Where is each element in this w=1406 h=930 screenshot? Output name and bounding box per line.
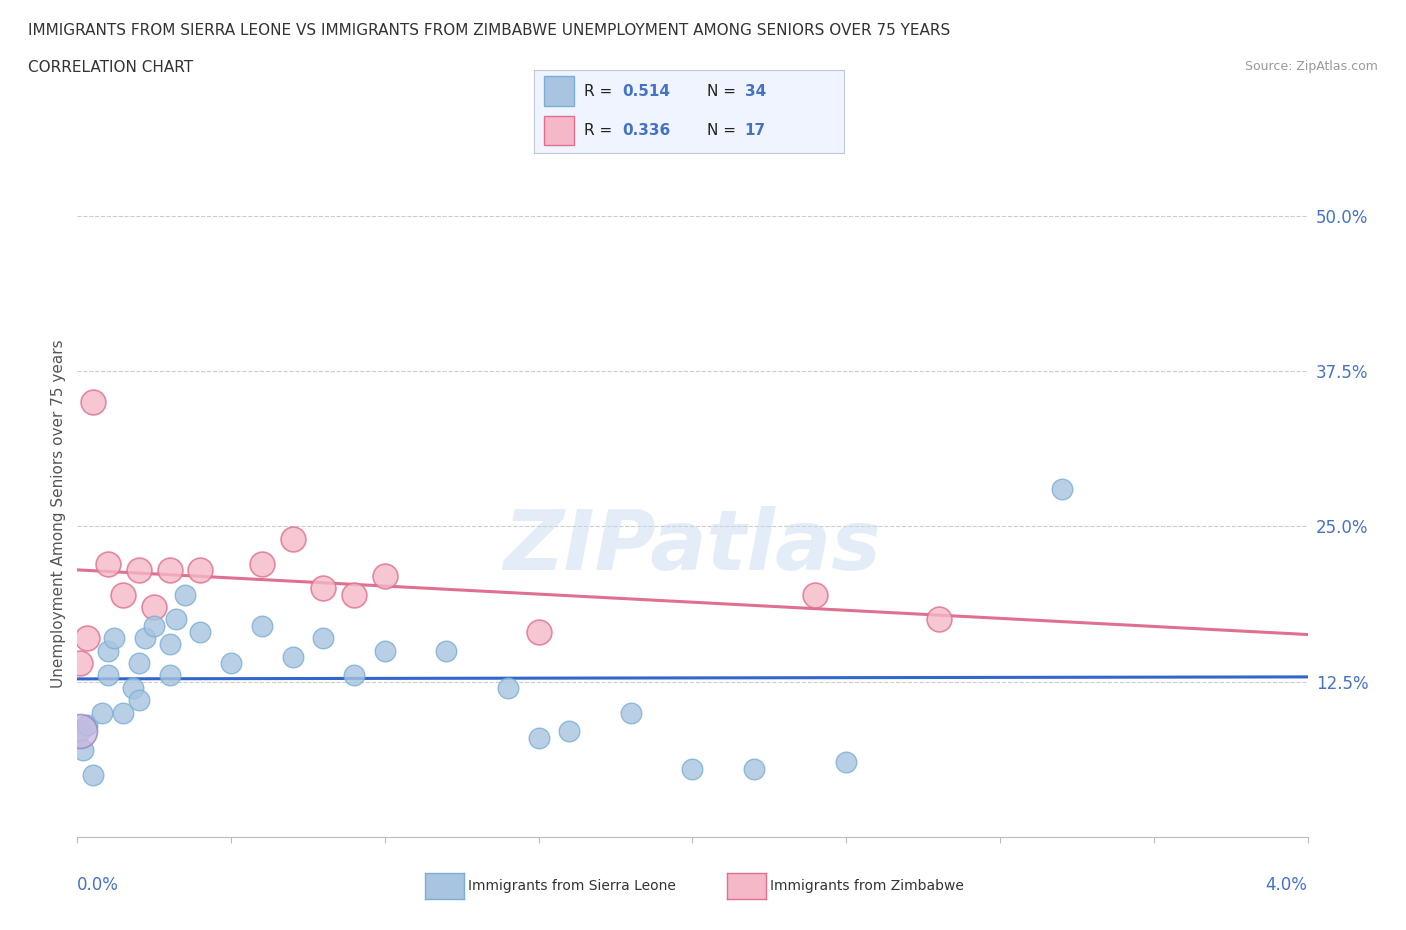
Point	[97, 556, 120, 571]
Bar	[544, 116, 575, 145]
Point	[620, 705, 643, 720]
Point	[143, 600, 166, 615]
Point	[1050, 482, 1073, 497]
Point	[312, 581, 335, 596]
Point	[72, 742, 94, 757]
Point	[128, 693, 150, 708]
Text: IMMIGRANTS FROM SIERRA LEONE VS IMMIGRANTS FROM ZIMBABWE UNEMPLOYMENT AMONG SENI: IMMIGRANTS FROM SIERRA LEONE VS IMMIGRAN…	[28, 23, 950, 38]
Point	[374, 644, 396, 658]
Point	[112, 587, 135, 602]
Text: 0.514: 0.514	[623, 84, 671, 99]
Point	[219, 656, 242, 671]
Point	[343, 587, 366, 602]
Text: 4.0%: 4.0%	[1265, 876, 1308, 894]
Point	[165, 612, 187, 627]
Point	[69, 724, 91, 738]
Point	[103, 631, 125, 645]
Point	[250, 618, 273, 633]
Point	[112, 705, 135, 720]
Point	[558, 724, 581, 738]
Point	[281, 531, 304, 546]
Text: Immigrants from Sierra Leone: Immigrants from Sierra Leone	[468, 879, 676, 894]
Text: R =: R =	[583, 123, 617, 138]
Point	[312, 631, 335, 645]
Point	[76, 631, 98, 645]
Point	[121, 681, 143, 696]
Point	[527, 730, 550, 745]
Text: 0.0%: 0.0%	[77, 876, 120, 894]
Text: N =: N =	[707, 84, 741, 99]
Bar	[544, 76, 575, 106]
Point	[90, 705, 114, 720]
Point	[159, 668, 181, 683]
Point	[159, 563, 181, 578]
Point	[143, 618, 166, 633]
Point	[188, 563, 212, 578]
Text: 0.336: 0.336	[623, 123, 671, 138]
Point	[436, 644, 458, 658]
Text: Source: ZipAtlas.com: Source: ZipAtlas.com	[1244, 60, 1378, 73]
Point	[159, 637, 181, 652]
Point	[928, 612, 950, 627]
Point	[527, 624, 550, 639]
Text: R =: R =	[583, 84, 617, 99]
Point	[804, 587, 827, 602]
Point	[82, 767, 104, 782]
Point	[69, 656, 91, 671]
Point	[682, 761, 704, 776]
Point	[496, 681, 519, 696]
Point	[69, 724, 91, 738]
Point	[250, 556, 273, 571]
Y-axis label: Unemployment Among Seniors over 75 years: Unemployment Among Seniors over 75 years	[51, 339, 66, 688]
Point	[76, 718, 98, 733]
Text: N =: N =	[707, 123, 741, 138]
Point	[128, 656, 150, 671]
Point	[128, 563, 150, 578]
Point	[82, 394, 104, 409]
Point	[835, 755, 858, 770]
Point	[174, 587, 197, 602]
Text: 17: 17	[745, 123, 766, 138]
Text: Immigrants from Zimbabwe: Immigrants from Zimbabwe	[770, 879, 965, 894]
Point	[374, 568, 396, 583]
Text: CORRELATION CHART: CORRELATION CHART	[28, 60, 193, 75]
Point	[343, 668, 366, 683]
Text: 34: 34	[745, 84, 766, 99]
Point	[281, 649, 304, 664]
Point	[742, 761, 765, 776]
Text: ZIPatlas: ZIPatlas	[503, 506, 882, 587]
Point	[97, 668, 120, 683]
Point	[134, 631, 156, 645]
Point	[97, 644, 120, 658]
Point	[188, 624, 212, 639]
